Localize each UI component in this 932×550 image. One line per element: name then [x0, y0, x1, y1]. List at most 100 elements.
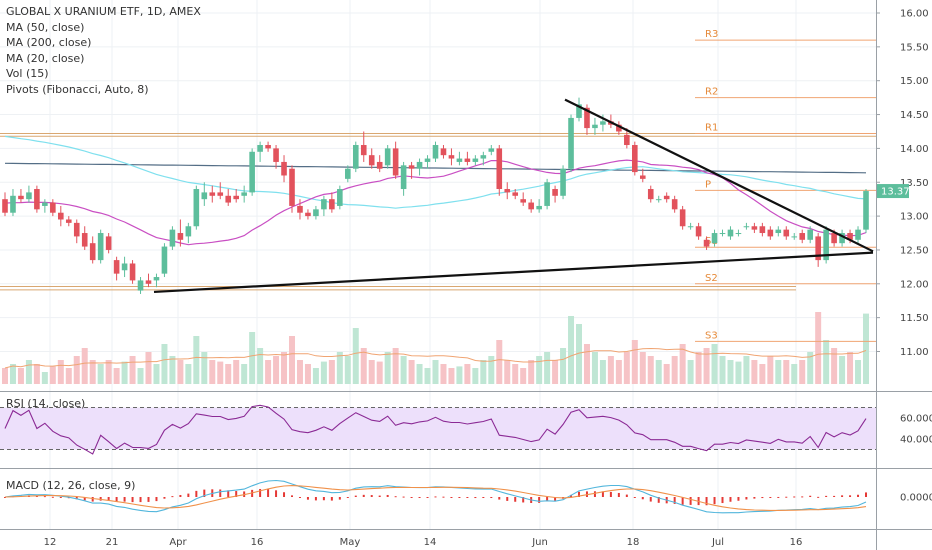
signal-line [4, 485, 867, 511]
volume-bar [807, 352, 814, 384]
volume-bar [599, 360, 606, 384]
candle-body [58, 212, 64, 220]
volume-bar [289, 336, 295, 384]
volume-bar [25, 360, 32, 384]
candle-body [65, 219, 72, 223]
candle-body [2, 199, 8, 213]
volume-bar [639, 352, 646, 384]
volume-bar [281, 352, 288, 384]
ma50-line [4, 135, 867, 209]
macd-hist-bar [434, 496, 437, 498]
candle [193, 185, 200, 230]
candle [464, 151, 471, 166]
volume-bar [73, 356, 80, 384]
candle [528, 199, 534, 213]
volume-bar [169, 356, 176, 384]
macd-hist-bar [649, 497, 652, 502]
macd-hist-bar [705, 497, 708, 506]
candle-body [735, 233, 742, 235]
candle [281, 155, 287, 183]
macd-hist-bar [538, 497, 541, 503]
volume-bar [591, 352, 598, 384]
candle [815, 233, 821, 267]
candle-body [81, 233, 88, 247]
candle [488, 145, 495, 156]
volume-bar [137, 368, 144, 384]
candle [400, 161, 407, 196]
macd-hist-bar [841, 495, 844, 497]
candle [65, 216, 72, 227]
macd-hist-bar [769, 497, 772, 498]
volume-bar [496, 340, 503, 384]
macd-hist-bar [721, 497, 724, 504]
volume-bar [799, 360, 806, 384]
time-tick-label: 14 [424, 537, 437, 548]
macd-hist-bar [370, 495, 373, 497]
volume-bar [552, 360, 559, 384]
candle-body [727, 229, 734, 237]
candle-body [321, 199, 327, 210]
macd-hist-bar [386, 494, 389, 497]
time-tick-label: 18 [627, 537, 640, 548]
macd-hist-bar [466, 497, 469, 498]
macd-hist-bar [203, 489, 206, 497]
candle [89, 236, 96, 264]
candle [504, 182, 511, 200]
candle-body [751, 226, 758, 230]
candle [297, 199, 303, 220]
macd-hist-bar [825, 495, 828, 497]
candle [265, 141, 271, 152]
candle-body [847, 233, 853, 240]
ma20-line [4, 159, 867, 246]
macd-hist-bar [43, 496, 46, 498]
pivot-label: P [705, 179, 711, 190]
candle [392, 141, 399, 179]
candle [273, 145, 279, 169]
volume-bar [217, 361, 224, 384]
candle [384, 145, 391, 169]
macd-hist-bar [83, 497, 86, 501]
candle-body [472, 158, 479, 162]
candle-body [831, 233, 837, 244]
candle [624, 128, 630, 149]
macd-hist-bar [51, 496, 54, 498]
volume-bar [416, 364, 423, 384]
candle-body [137, 280, 144, 291]
pivot-label: R3 [705, 29, 718, 40]
candle [735, 229, 742, 237]
macd-hist-bar [809, 495, 812, 497]
candle-body [552, 189, 558, 196]
candle [313, 205, 319, 220]
candle [512, 189, 519, 200]
candle [855, 226, 861, 244]
volume-bar [480, 360, 487, 384]
macd-hist-bar [514, 497, 517, 502]
macd-hist-bar [163, 497, 166, 499]
candle [161, 243, 168, 278]
candle [305, 209, 311, 220]
main-legend: GLOBAL X URANIUM ETF, 1D, AMEX MA (50, c… [6, 4, 201, 97]
macd-hist-bar [506, 497, 509, 501]
macd-hist-bar [338, 497, 341, 500]
candle [424, 155, 431, 169]
macd-legend: MACD (12, 26, close, 9) [6, 479, 136, 492]
candle-body [448, 155, 455, 159]
candle-body [687, 226, 694, 228]
candle [687, 222, 694, 230]
candle [791, 233, 798, 240]
candle [703, 236, 710, 250]
candle [10, 189, 16, 217]
candle-body [153, 277, 160, 281]
macd-hist-bar [402, 496, 405, 498]
volume-bar [815, 312, 822, 384]
grid-lines [0, 0, 876, 530]
macd-hist-bar [745, 497, 748, 500]
candle-body [193, 189, 200, 227]
candle [177, 219, 184, 247]
candle [217, 182, 224, 200]
macd-hist-bar [99, 497, 102, 501]
volume-bar [855, 360, 862, 384]
volume-bar [177, 360, 184, 384]
macd-hist-bar [633, 497, 636, 498]
